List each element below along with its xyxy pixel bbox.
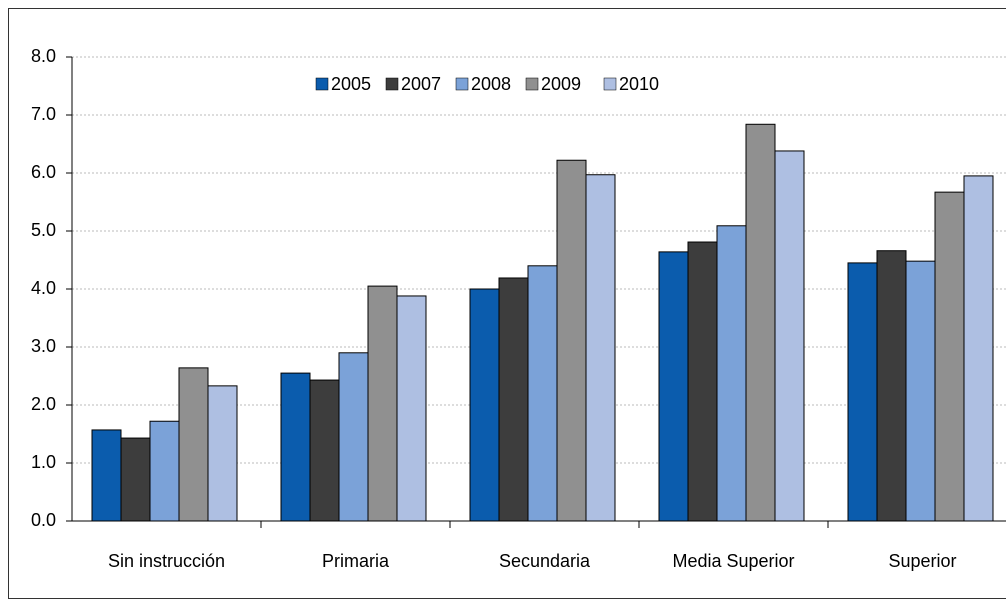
legend-swatch <box>455 77 469 91</box>
bar <box>556 159 587 522</box>
y-tick-label: 1.0 <box>31 452 56 472</box>
bar <box>527 265 558 522</box>
legend-label: 2008 <box>471 74 511 94</box>
bar <box>120 437 151 522</box>
legend-swatch <box>603 77 617 91</box>
bar <box>687 241 718 522</box>
bar <box>658 251 689 522</box>
bar <box>847 262 878 522</box>
x-tick-label: Superior <box>888 551 956 571</box>
legend-label: 2005 <box>331 74 371 94</box>
bar <box>91 429 122 522</box>
bar <box>934 191 965 522</box>
bar <box>774 150 805 522</box>
bar <box>149 420 180 522</box>
y-tick-label: 7.0 <box>31 104 56 124</box>
x-tick-label: Media Superior <box>672 551 794 571</box>
bar <box>396 295 427 522</box>
y-tick-label: 5.0 <box>31 220 56 240</box>
bar <box>716 225 747 522</box>
y-tick-label: 4.0 <box>31 278 56 298</box>
bar <box>207 385 238 522</box>
x-tick-label: Sin instrucción <box>108 551 225 571</box>
bar <box>585 174 616 522</box>
bar <box>309 379 340 522</box>
bar <box>876 250 907 522</box>
bar <box>338 352 369 522</box>
legend-swatch <box>385 77 399 91</box>
frame <box>8 8 1006 599</box>
x-tick-label: Primaria <box>322 551 390 571</box>
legend-swatch <box>525 77 539 91</box>
bar <box>280 372 311 522</box>
bar <box>178 367 209 522</box>
bar <box>905 260 936 522</box>
bar <box>745 123 776 522</box>
y-tick-label: 3.0 <box>31 336 56 356</box>
bar <box>963 175 994 522</box>
bar <box>367 285 398 522</box>
bar <box>469 288 500 522</box>
legend-label: 2009 <box>541 74 581 94</box>
y-tick-label: 0.0 <box>31 510 56 530</box>
legend-swatch <box>315 77 329 91</box>
bar <box>498 277 529 522</box>
x-tick-label: Secundaria <box>499 551 591 571</box>
y-tick-label: 6.0 <box>31 162 56 182</box>
legend-label: 2007 <box>401 74 441 94</box>
y-tick-label: 2.0 <box>31 394 56 414</box>
legend-label: 2010 <box>619 74 659 94</box>
y-tick-label: 8.0 <box>31 46 56 66</box>
